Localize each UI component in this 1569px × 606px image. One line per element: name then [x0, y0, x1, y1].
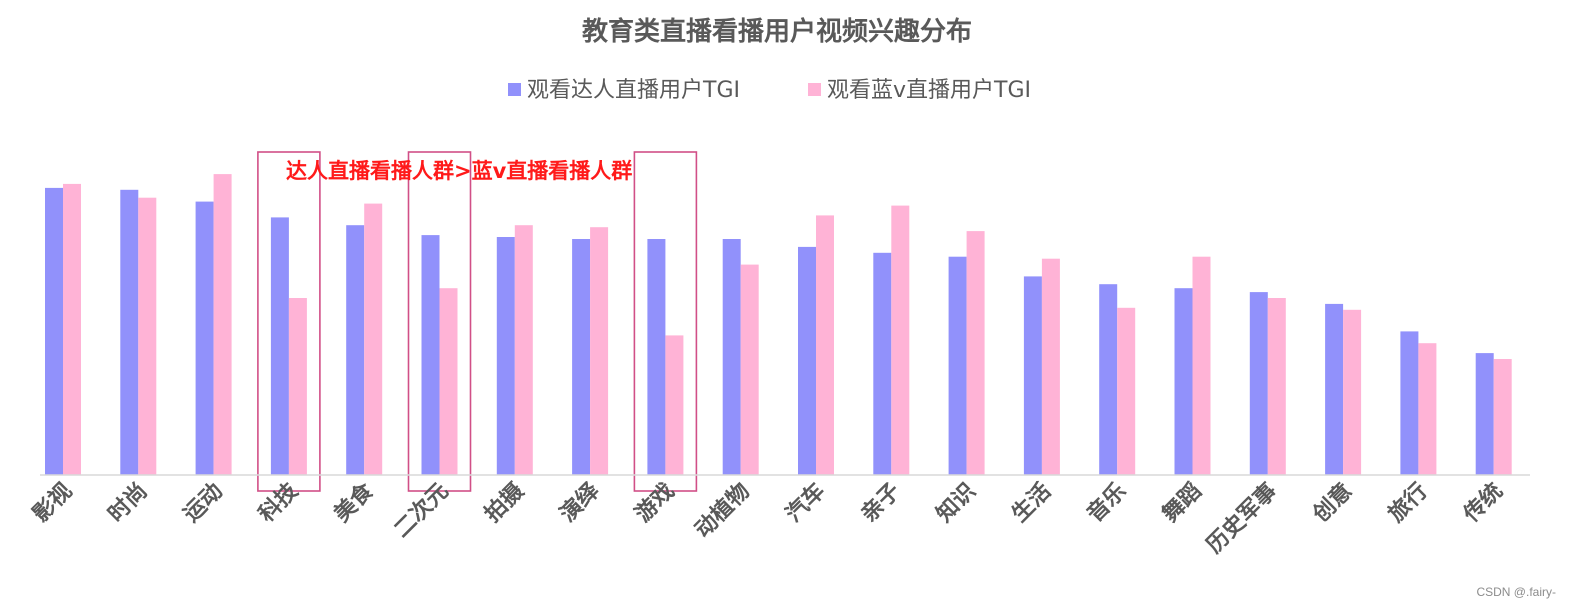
bar-daren-0 [45, 187, 63, 475]
legend-label-2: 观看蓝v直播用户TGI [827, 78, 1031, 103]
highlight-box-1 [257, 151, 321, 492]
x-tick-label: 历史军事 [1201, 478, 1282, 559]
legend-swatch-1 [508, 83, 521, 96]
annotation-text: 达人直播看播人群>蓝v直播看播人群 [286, 159, 632, 183]
bar-daren-6 [496, 237, 515, 475]
bar-lanv-9 [740, 264, 759, 475]
chart-title: 教育类直播看播用户视频兴趣分布 [582, 16, 972, 47]
bar-daren-7 [572, 239, 591, 475]
bar-lanv-12 [966, 231, 985, 475]
bar-lanv-14 [1117, 307, 1136, 475]
highlight-boxes [257, 151, 698, 492]
bars-group [45, 174, 1512, 476]
bar-lanv-2 [213, 174, 232, 475]
x-tick-label: 旅行 [1383, 478, 1433, 528]
bar-lanv-11 [891, 205, 910, 475]
bar-daren-10 [798, 246, 816, 475]
bar-daren-11 [873, 252, 892, 475]
x-tick-label: 舞蹈 [1157, 478, 1207, 528]
x-tick-label: 美食 [329, 477, 379, 527]
bar-lanv-17 [1343, 309, 1362, 475]
x-tick-label: 科技 [254, 478, 303, 527]
x-tick-label: 传统 [1458, 478, 1508, 528]
bar-lanv-0 [63, 183, 81, 475]
bar-daren-5 [421, 235, 440, 475]
x-tick-label: 生活 [1007, 479, 1056, 528]
watermark-text: CSDN @.fairy- [1476, 585, 1556, 599]
bar-daren-1 [120, 189, 139, 476]
x-tick-label: 亲子 [857, 479, 906, 528]
bar-daren-3 [270, 217, 289, 475]
x-tick-label: 影视 [28, 478, 78, 528]
bar-daren-16 [1249, 292, 1268, 475]
x-tick-label: 音乐 [1082, 478, 1132, 528]
bar-daren-8 [647, 239, 666, 475]
x-tick-label: 演绎 [555, 477, 605, 527]
bar-lanv-3 [288, 298, 307, 475]
x-tick-label: 时尚 [104, 479, 153, 528]
bar-daren-4 [346, 225, 365, 475]
x-tick-label: 二次元 [389, 478, 454, 543]
bar-daren-13 [1023, 276, 1042, 475]
x-tick-label: 知识 [931, 478, 981, 528]
bar-lanv-18 [1418, 343, 1437, 475]
bar-daren-14 [1099, 284, 1118, 475]
bar-lanv-5 [439, 288, 458, 475]
highlight-box-2 [407, 151, 472, 492]
highlight-box-3 [633, 151, 698, 492]
bar-lanv-10 [816, 215, 834, 475]
bar-daren-9 [722, 239, 741, 475]
x-tick-label: 创意 [1307, 478, 1357, 528]
bar-lanv-16 [1267, 298, 1286, 475]
bar-lanv-13 [1041, 258, 1060, 475]
bar-lanv-6 [514, 225, 533, 475]
bar-lanv-15 [1192, 256, 1211, 475]
x-tick-label: 汽车 [781, 478, 831, 528]
x-tick-label: 运动 [179, 479, 228, 528]
bar-daren-19 [1475, 353, 1494, 475]
bar-daren-17 [1325, 303, 1344, 475]
x-tick-label: 游戏 [630, 478, 680, 528]
bar-lanv-7 [590, 227, 609, 475]
legend-swatch-2 [808, 83, 821, 96]
x-tick-label: 动植物 [690, 478, 755, 543]
bar-lanv-4 [364, 203, 383, 475]
bar-lanv-8 [665, 335, 684, 475]
bar-daren-15 [1174, 288, 1193, 475]
bar-daren-12 [948, 256, 967, 475]
bar-daren-18 [1400, 331, 1419, 475]
legend-label-1: 观看达人直播用户TGI [527, 78, 740, 103]
bar-lanv-19 [1493, 359, 1512, 475]
bar-lanv-1 [138, 197, 157, 475]
legend: 观看达人直播用户TGI 观看蓝v直播用户TGI [508, 78, 1031, 103]
bar-daren-2 [195, 201, 214, 475]
x-tick-label: 拍摄 [480, 477, 530, 527]
